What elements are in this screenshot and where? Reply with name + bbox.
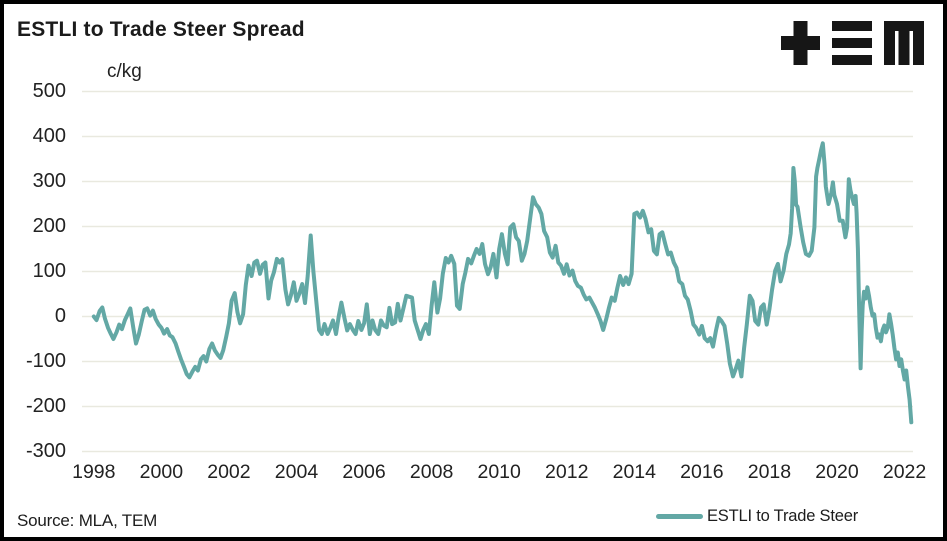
y-axis-tick-label: 400 bbox=[32, 124, 66, 147]
tem-logo-icon bbox=[781, 21, 924, 65]
x-axis-tick-label: 2020 bbox=[815, 461, 859, 483]
x-axis-tick-label: 2012 bbox=[545, 461, 589, 483]
x-axis-tick-label: 2008 bbox=[409, 461, 454, 483]
y-axis-unit-label: c/kg bbox=[107, 61, 142, 82]
x-axis-tick-label: 2014 bbox=[612, 461, 656, 483]
legend-line-swatch bbox=[656, 514, 703, 519]
x-axis-tick-label: 2004 bbox=[274, 461, 319, 483]
legend-label: ESTLI to Trade Steer bbox=[707, 507, 858, 525]
y-axis-tick-label: 500 bbox=[32, 79, 66, 102]
chart-title: ESTLI to Trade Steer Spread bbox=[17, 18, 305, 41]
x-axis-tick-label: 2018 bbox=[747, 461, 792, 483]
y-axis-tick-label: -100 bbox=[25, 349, 66, 372]
y-axis-tick-label: 300 bbox=[32, 169, 66, 192]
y-axis-tick-label: -300 bbox=[25, 439, 66, 462]
x-axis-tick-label: 2022 bbox=[882, 461, 927, 483]
x-axis-tick-label: 1998 bbox=[72, 461, 116, 483]
legend: ESTLI to Trade Steer bbox=[656, 507, 858, 526]
estli-trade-steer-line bbox=[91, 141, 914, 425]
y-axis-tick-label: 0 bbox=[54, 304, 66, 327]
x-axis-tick-label: 2016 bbox=[680, 461, 724, 483]
y-axis-tick-label: 200 bbox=[32, 214, 66, 237]
x-axis-tick-label: 2002 bbox=[207, 461, 251, 483]
line-chart-plot bbox=[82, 90, 914, 453]
y-axis-tick-label: 100 bbox=[32, 259, 66, 282]
x-axis-tick-label: 2006 bbox=[342, 461, 386, 483]
x-axis-tick-label: 2000 bbox=[139, 461, 184, 483]
source-note: Source: MLA, TEM bbox=[17, 511, 158, 530]
y-axis-tick-label: -200 bbox=[25, 394, 66, 417]
x-axis-tick-label: 2010 bbox=[477, 461, 521, 483]
